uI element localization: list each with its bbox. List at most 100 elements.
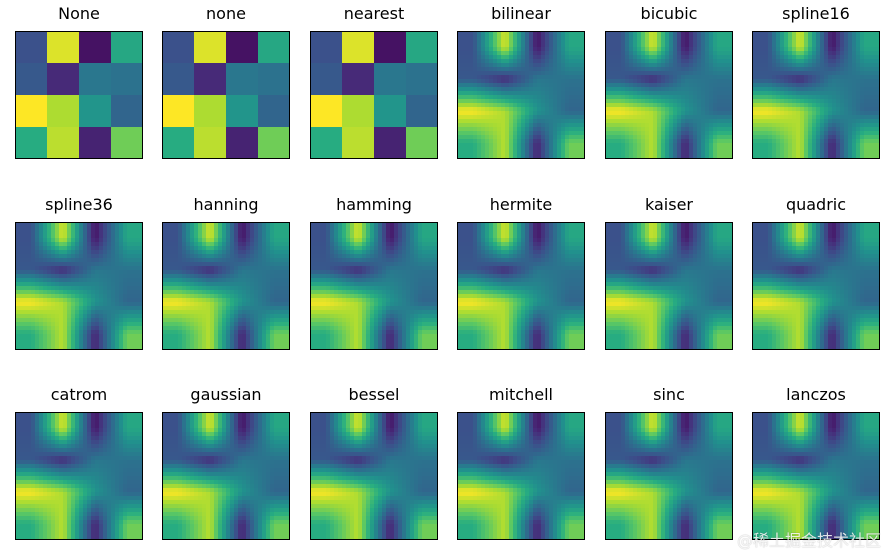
heatmap-cell [549,51,554,56]
heatmap-cell [505,115,510,120]
heatmap-cell [633,59,638,64]
panel-title-hanning: hanning [193,195,259,214]
heatmap-cell [796,115,801,120]
heatmap-cell [764,103,769,108]
heatmap-cell [673,43,678,48]
heatmap-cell [509,59,514,64]
heatmap-cell [645,47,650,52]
heatmap-cell [804,119,809,124]
heatmap-cell [115,310,120,315]
heatmap-cell [513,75,518,80]
heatmap-cell [537,87,542,92]
heatmap-cell [705,83,710,88]
heatmap-cell [75,234,80,239]
heatmap-cell [505,47,510,52]
heatmap-cell [222,246,227,251]
heatmap-cell [725,151,730,156]
heatmap-cell [182,278,187,283]
heatmap-cell [649,95,654,100]
heatmap-cell [561,67,566,72]
heatmap-cell [489,131,494,136]
heatmap-cell [123,266,128,271]
heatmap-cell [832,127,837,132]
heatmap-cell [83,302,88,307]
heatmap-cell [820,35,825,40]
heatmap-cell [166,226,171,231]
heatmap-cell [162,286,167,291]
heatmap-cell [485,71,490,76]
heatmap-cell [222,238,227,243]
heatmap-cell [669,99,674,104]
heatmap-cell [717,139,722,144]
heatmap-cell [633,123,638,128]
heatmap-cell [525,43,530,48]
heatmap-cell [174,318,179,323]
heatmap-cell [517,43,522,48]
heatmap-cell [111,286,116,291]
heatmap-cell [561,103,566,108]
heatmap-cell [182,290,187,295]
heatmap-cell [868,63,873,68]
heatmap-cell [262,238,267,243]
heatmap-cell [693,63,698,68]
heatmap-cell [649,135,654,140]
heatmap-cell [665,135,670,140]
heatmap-cell [681,147,686,152]
heatmap-cell [79,262,84,267]
heatmap-cell [645,127,650,132]
heatmap-cell [473,155,478,159]
heatmap-cell [553,59,558,64]
heatmap-cell [665,111,670,116]
heatmap-cell [701,135,706,140]
heatmap-cell [772,155,777,159]
heatmap-cell [71,242,76,247]
heatmap-cell [95,314,100,319]
heatmap-cell [709,43,714,48]
heatmap-cell [493,47,498,52]
heatmap-cell [214,298,219,303]
heatmap-cell [162,262,167,267]
heatmap-cell [79,246,84,251]
heatmap-cell [545,75,550,80]
heatmap-cell [673,35,678,40]
heatmap-cell [768,71,773,76]
heatmap-cell [864,47,869,52]
heatmap-cell [840,75,845,80]
heatmap-cell [701,127,706,132]
heatmap-cell [83,242,88,247]
heatmap-cell [872,71,877,76]
heatmap-cell [497,79,502,84]
heatmap-cell [194,63,227,96]
heatmap-cell [876,155,880,159]
heatmap-cell [194,318,199,323]
heatmap-cell [725,75,730,80]
heatmap-cell [43,322,48,327]
heatmap-cell [784,35,789,40]
heatmap-cell [67,314,72,319]
heatmap-cell [493,155,498,159]
heatmap-cell [469,119,474,124]
heatmap-cell [63,318,68,323]
heatmap-cell [178,226,183,231]
heatmap-cell [250,294,255,299]
heatmap-cell [816,87,821,92]
heatmap-cell [776,123,781,128]
heatmap-cell [729,83,733,88]
heatmap-cell [784,107,789,112]
heatmap-cell [47,306,52,311]
heatmap-cell [832,79,837,84]
heatmap-cell [67,246,72,251]
heatmap-cell [162,95,195,128]
heatmap-cell [461,87,466,92]
panel-title-spline36: spline36 [45,195,113,214]
heatmap-cell [186,262,191,267]
heatmap-cell [222,230,227,235]
heatmap-cell [725,71,730,76]
heatmap-cell [557,131,562,136]
heatmap-cell [254,222,259,227]
heatmap-cell [756,43,761,48]
heatmap-cell [186,290,191,295]
heatmap-cell [87,346,92,350]
heatmap-cell [270,238,275,243]
heatmap-cell [705,147,710,152]
